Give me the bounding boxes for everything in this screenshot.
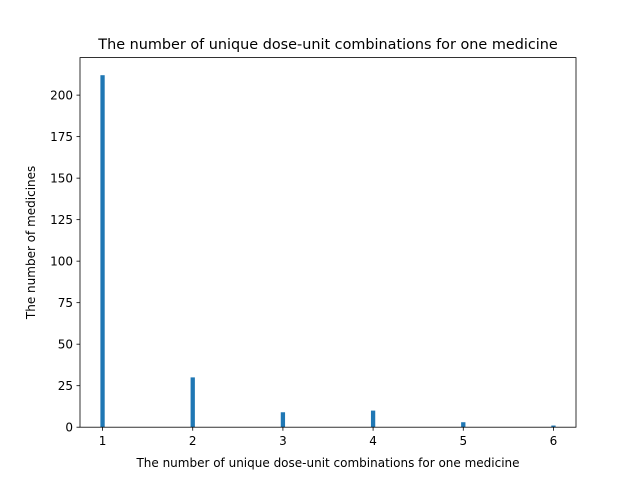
x-tick-label: 6: [550, 434, 558, 448]
x-tick-label: 4: [369, 434, 377, 448]
y-tick-label: 125: [50, 213, 73, 227]
y-tick-label: 75: [58, 296, 73, 310]
y-tick-label: 25: [58, 379, 73, 393]
bar-1: [100, 75, 105, 428]
bar-3: [280, 412, 286, 428]
bars-group: [100, 75, 556, 428]
y-axis-label: The number of medicines: [24, 166, 38, 320]
y-tick-label: 200: [50, 88, 73, 102]
x-tick-label: 1: [99, 434, 107, 448]
y-tick-label: 175: [50, 130, 73, 144]
y-tick-label: 0: [65, 421, 73, 435]
y-axis-ticks: 0 25 50 75 100 125 150 175 200: [50, 88, 80, 435]
x-tick-label: 3: [279, 434, 287, 448]
plot-frame: [79, 57, 577, 428]
chart-title: The number of unique dose-unit combinati…: [97, 37, 558, 53]
bar-6: [551, 425, 556, 428]
bar-5: [461, 422, 466, 428]
x-tick-label: 5: [459, 434, 467, 448]
bar-2: [190, 377, 195, 428]
x-tick-label: 2: [189, 434, 197, 448]
x-axis-label: The number of unique dose-unit combinati…: [135, 456, 519, 470]
y-tick-label: 150: [50, 171, 73, 185]
y-tick-label: 50: [58, 337, 73, 351]
bar-4: [370, 410, 376, 428]
x-axis-ticks: 1 2 3 4 5 6: [99, 427, 558, 448]
y-tick-label: 100: [50, 254, 73, 268]
